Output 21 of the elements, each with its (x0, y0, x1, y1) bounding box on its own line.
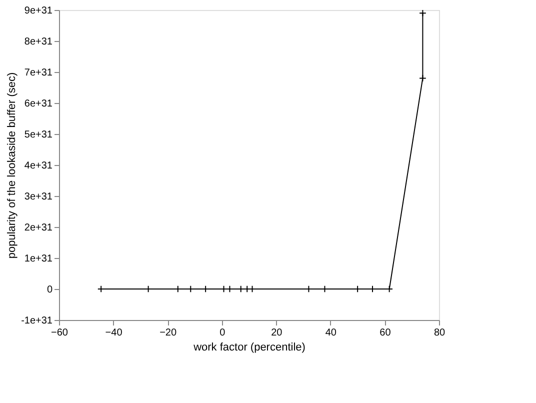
y-axis-title: popularity of the lookaside buffer (sec) (6, 72, 18, 259)
x-tick-label: 20 (271, 328, 283, 338)
x-tick-label: 40 (325, 328, 337, 338)
y-tick-label: 9e+31 (24, 6, 53, 16)
y-tick-label: 5e+31 (24, 130, 53, 140)
x-tick-label: −40 (105, 328, 123, 338)
y-tick-label: 4e+31 (24, 160, 53, 172)
y-tick-label: 3e+31 (24, 192, 53, 202)
y-tick-label: -1e+31 (21, 316, 53, 326)
y-tick-label: 1e+31 (24, 254, 53, 264)
y-tick-label: 2e+31 (24, 222, 53, 234)
y-tick-label: 6e+31 (24, 98, 53, 110)
x-tick-label: −20 (160, 328, 177, 338)
y-tick-label: 8e+31 (24, 36, 53, 48)
x-tick-label: 0 (220, 328, 226, 338)
x-tick-label: −60 (51, 328, 68, 338)
x-tick-label: 60 (380, 328, 392, 338)
x-axis-title: work factor (percentile) (192, 342, 306, 354)
x-tick-label: 80 (434, 328, 446, 338)
y-tick-label: 7e+31 (24, 68, 53, 78)
y-tick-label: 0 (46, 284, 53, 296)
